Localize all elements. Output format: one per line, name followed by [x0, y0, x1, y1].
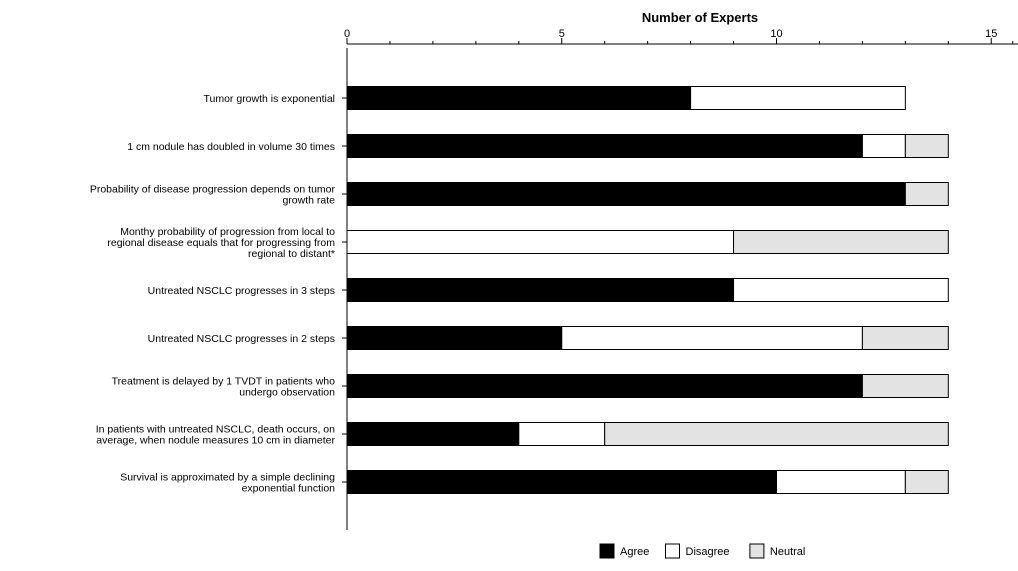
bar-disagree [861, 134, 906, 158]
bar-neutral [733, 230, 949, 254]
category-label: Survival is approximated by a simple dec… [120, 472, 335, 484]
bar-disagree [776, 470, 906, 494]
category-label: regional to distant* [248, 248, 335, 260]
bar-agree [346, 278, 735, 302]
x-tick-label-5: 5 [559, 28, 565, 40]
bar-disagree [733, 278, 949, 302]
x-tick-label-0: 0 [344, 28, 350, 40]
category-label: Monthy probability of progression from l… [120, 226, 335, 238]
bar-disagree [690, 86, 906, 110]
legend-swatch-agree [599, 543, 615, 559]
bar-neutral [861, 326, 949, 350]
category-label: regional disease equals that for progres… [107, 237, 335, 249]
legend-swatch-disagree [665, 543, 680, 559]
bar-agree [346, 470, 777, 494]
chart-title: Number of Experts [642, 10, 758, 25]
bar-disagree [561, 326, 863, 350]
bar-neutral [904, 470, 949, 494]
category-label: Probability of disease progression depen… [90, 184, 336, 196]
category-label: average, when nodule measures 10 cm in d… [96, 435, 335, 447]
legend-label-neutral: Neutral [770, 546, 805, 558]
legend-label-disagree: Disagree [686, 546, 730, 558]
bar-disagree [518, 422, 606, 446]
bar-agree [346, 422, 520, 446]
legend-label-agree: Agree [620, 546, 649, 558]
bar-neutral [904, 182, 949, 206]
bar-agree [346, 182, 906, 206]
category-label: growth rate [282, 195, 335, 207]
bar-disagree [346, 230, 735, 254]
category-label: Tumor growth is exponential [203, 93, 335, 105]
category-label: Treatment is delayed by 1 TVDT in patien… [112, 376, 335, 388]
category-label: Untreated NSCLC progresses in 3 steps [148, 285, 335, 297]
legend-swatch-neutral [749, 543, 765, 559]
category-label: exponential function [242, 483, 336, 495]
bar-agree [346, 134, 863, 158]
bar-agree [346, 374, 863, 398]
bar-neutral [904, 134, 949, 158]
bar-neutral [604, 422, 949, 446]
bar-neutral [861, 374, 949, 398]
x-tick-label-10: 10 [770, 28, 782, 40]
bar-agree [346, 86, 692, 110]
x-tick-label-15: 15 [985, 28, 997, 40]
category-label: Untreated NSCLC progresses in 2 steps [148, 333, 335, 345]
category-label: In patients with untreated NSCLC, death … [96, 424, 335, 436]
category-label: 1 cm nodule has doubled in volume 30 tim… [127, 141, 335, 153]
category-label: undergo observation [239, 387, 335, 399]
bar-agree [346, 326, 563, 350]
